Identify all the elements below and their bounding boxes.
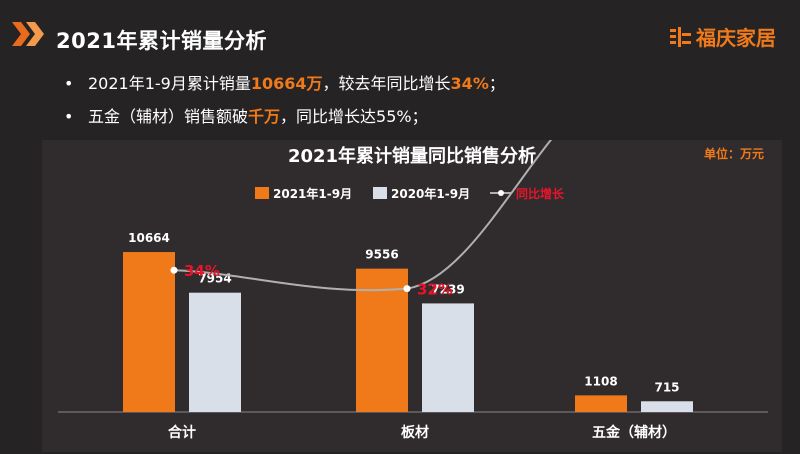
x-tick-labels: 合计 板材 五金（辅材） xyxy=(168,424,676,441)
page-title: 2021年累计销量分析 xyxy=(56,29,267,53)
legend-swatch-2020 xyxy=(373,187,387,199)
legend-swatch-2021 xyxy=(255,187,269,199)
x-tick-label: 五金（辅材） xyxy=(592,424,676,441)
bar-2020 xyxy=(422,303,474,412)
sales-comparison-chart: 2021年累计销量同比销售分析 单位：万元 2021年1-9月 2020年1-9月… xyxy=(42,140,782,452)
highlight-text: 34% xyxy=(450,74,489,93)
bullet-item: • 2021年1-9月累计销量10664万，较去年同比增长34%； xyxy=(64,72,505,105)
legend-marker-growth xyxy=(498,190,504,196)
legend-label-2021: 2021年1-9月 xyxy=(273,186,352,201)
bar-2021 xyxy=(356,268,408,412)
bar-2021 xyxy=(575,395,627,412)
bullet-dot: • xyxy=(64,107,74,126)
bullet-text: ； xyxy=(488,74,505,93)
bar-2020 xyxy=(641,401,693,412)
highlight-text: 千万 xyxy=(248,107,281,126)
bar-value-label: 10664 xyxy=(128,231,170,245)
chart-panel: 2021年累计销量同比销售分析 单位：万元 2021年1-9月 2020年1-9月… xyxy=(42,140,782,452)
bar-2020 xyxy=(189,292,241,412)
x-tick-label: 合计 xyxy=(168,424,196,441)
bullet-dot: • xyxy=(64,74,74,93)
unit-label: 单位：万元 xyxy=(704,146,764,161)
header-bar: 2021年累计销量分析 福庆家居 xyxy=(0,8,800,56)
growth-value-label: 32% xyxy=(417,281,453,299)
bullet-text: ，较去年同比增长 xyxy=(322,74,451,93)
legend-label-growth: 同比增长 xyxy=(516,186,565,201)
bar-value-label: 1108 xyxy=(584,374,617,388)
logo-icon xyxy=(670,26,691,47)
growth-point xyxy=(403,285,411,293)
bullet-text: 2021年1-9月累计销量 xyxy=(88,74,251,93)
bullet-text: 五金（辅材）销售额破 xyxy=(88,107,249,126)
growth-value-label: 34% xyxy=(184,262,220,280)
bar-2021 xyxy=(123,252,175,412)
bar-value-label: 715 xyxy=(654,380,679,394)
bar-value-label: 9556 xyxy=(365,248,398,262)
bullet-text: ，同比增长达55%； xyxy=(280,107,428,126)
growth-line-group: 34%32%55% xyxy=(170,140,553,299)
growth-point xyxy=(170,266,178,274)
chart-title: 2021年累计销量同比销售分析 xyxy=(288,145,536,167)
highlight-text: 10664万 xyxy=(250,74,323,93)
summary-bullets: • 2021年1-9月累计销量10664万，较去年同比增长34%； • 五金（辅材）销… xyxy=(64,72,505,138)
bullet-item: • 五金（辅材）销售额破千万，同比增长达55%； xyxy=(64,105,505,138)
bar-value-label: 7239 xyxy=(431,282,464,296)
brand-logo: 福庆家居 xyxy=(670,22,776,51)
x-tick-label: 板材 xyxy=(401,424,429,441)
chart-legend: 2021年1-9月 2020年1-9月 同比增长 xyxy=(255,186,565,201)
logo-text: 福庆家居 xyxy=(696,26,776,50)
chevron-right-icon xyxy=(12,22,44,46)
legend-label-2020: 2020年1-9月 xyxy=(391,186,470,201)
growth-line xyxy=(173,140,553,292)
